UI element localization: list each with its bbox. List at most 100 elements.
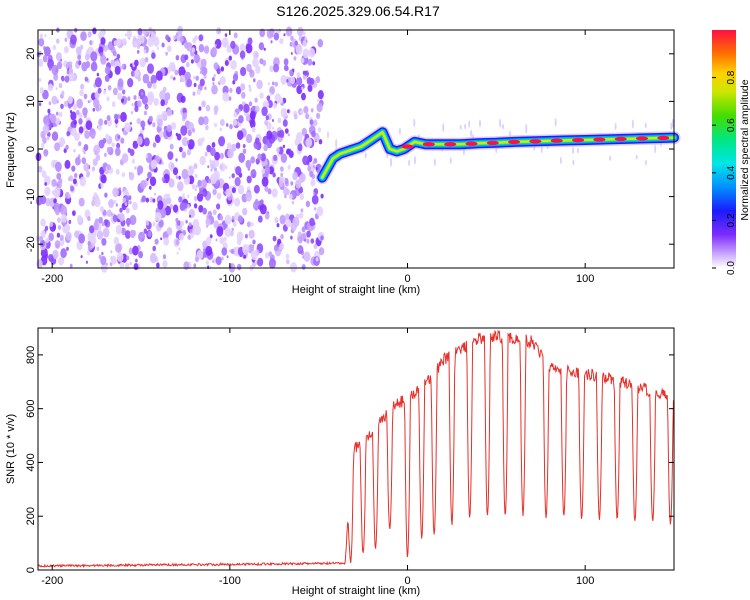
- noise-speckle: [191, 47, 196, 53]
- noise-speckle: [132, 140, 139, 149]
- noise-speckle: [273, 102, 277, 109]
- noise-speckle: [72, 103, 77, 111]
- noise-speckle: [47, 108, 51, 114]
- noise-speckle: [90, 61, 98, 72]
- noise-speckle: [150, 33, 157, 42]
- noise-speckle: [106, 115, 111, 121]
- noise-speckle: [221, 256, 224, 261]
- noise-speckle: [86, 170, 91, 177]
- noise-speckle: [205, 124, 209, 131]
- noise-speckle: [55, 161, 62, 172]
- noise-speckle: [97, 87, 102, 94]
- noise-speckle: [156, 46, 159, 51]
- noise-speckle: [72, 210, 76, 217]
- noise-speckle: [201, 66, 208, 76]
- signal-peak: [422, 142, 435, 147]
- noise-speckle: [212, 77, 215, 82]
- noise-speckle: [84, 130, 90, 139]
- noise-speckle: [297, 26, 304, 37]
- noise-speckle: [206, 144, 212, 153]
- noise-speckle: [179, 74, 185, 83]
- noise-speckle: [41, 142, 45, 149]
- noise-speckle: [248, 87, 252, 92]
- noise-speckle: [238, 109, 241, 113]
- noise-speckle: [141, 95, 148, 105]
- noise-speckle: [277, 117, 282, 124]
- noise-speckle: [214, 122, 218, 128]
- noise-speckle: [301, 92, 306, 101]
- noise-speckle: [231, 143, 237, 152]
- noise-speckle: [318, 139, 323, 145]
- noise-speckle: [67, 193, 71, 199]
- noise-speckle: [268, 258, 276, 269]
- noise-speckle: [175, 217, 179, 223]
- noise-speckle: [124, 230, 131, 239]
- noise-speckle: [167, 45, 172, 53]
- noise-speckle: [644, 122, 647, 129]
- noise-speckle: [191, 127, 196, 133]
- noise-speckle: [54, 240, 61, 249]
- noise-speckle: [231, 187, 236, 194]
- noise-speckle: [501, 123, 504, 130]
- spectrogram-x-tick-label: 0: [404, 273, 410, 285]
- noise-speckle: [525, 123, 528, 134]
- noise-speckle: [195, 256, 199, 263]
- signal-peak: [444, 142, 457, 147]
- noise-speckle: [254, 97, 258, 103]
- noise-speckle: [470, 129, 473, 138]
- noise-speckle: [280, 166, 284, 172]
- spectrogram-y-tick-label: 0: [25, 146, 37, 152]
- noise-speckle: [299, 109, 304, 116]
- noise-speckle: [160, 237, 163, 241]
- noise-speckle: [36, 259, 43, 269]
- noise-speckle: [104, 66, 111, 75]
- noise-speckle: [499, 118, 502, 128]
- noise-speckle: [70, 34, 77, 45]
- spectrogram-x-axis-label: Height of straight line (km): [292, 284, 420, 296]
- noise-speckle: [39, 132, 42, 136]
- noise-speckle: [199, 78, 205, 87]
- noise-speckle: [229, 124, 233, 130]
- noise-speckle: [73, 119, 77, 126]
- noise-speckle: [106, 164, 111, 171]
- noise-speckle: [129, 229, 136, 239]
- noise-speckle: [274, 81, 278, 87]
- noise-speckle: [51, 64, 59, 76]
- noise-speckle: [293, 113, 298, 120]
- noise-speckle: [249, 69, 255, 78]
- noise-speckle: [185, 61, 190, 68]
- noise-speckle: [154, 238, 159, 245]
- noise-speckle: [243, 103, 250, 114]
- noise-speckle: [38, 37, 45, 47]
- noise-speckle: [175, 239, 180, 246]
- noise-speckle: [316, 112, 321, 119]
- noise-speckle: [47, 58, 54, 69]
- noise-speckle: [162, 254, 167, 260]
- noise-speckle: [285, 26, 293, 37]
- noise-speckle: [178, 196, 183, 203]
- noise-speckle: [189, 214, 192, 218]
- noise-speckle: [254, 198, 259, 205]
- noise-speckle: [232, 221, 237, 227]
- noise-speckle: [132, 201, 138, 211]
- noise-speckle: [78, 118, 83, 125]
- noise-speckle: [186, 148, 192, 156]
- noise-speckle: [143, 49, 147, 54]
- noise-speckle: [141, 195, 147, 203]
- noise-speckle: [233, 32, 238, 39]
- noise-speckle: [290, 262, 298, 273]
- signal-peak: [465, 141, 478, 146]
- noise-speckle: [41, 170, 47, 178]
- noise-speckle: [284, 194, 287, 199]
- noise-speckle: [671, 118, 674, 128]
- noise-speckle: [152, 142, 157, 148]
- noise-speckle: [257, 215, 263, 223]
- noise-speckle: [124, 262, 130, 270]
- noise-speckle: [301, 264, 306, 270]
- noise-speckle: [66, 131, 70, 137]
- noise-speckle: [42, 54, 48, 63]
- noise-speckle: [58, 111, 63, 118]
- noise-speckle: [225, 165, 228, 170]
- signal-peak: [401, 144, 414, 149]
